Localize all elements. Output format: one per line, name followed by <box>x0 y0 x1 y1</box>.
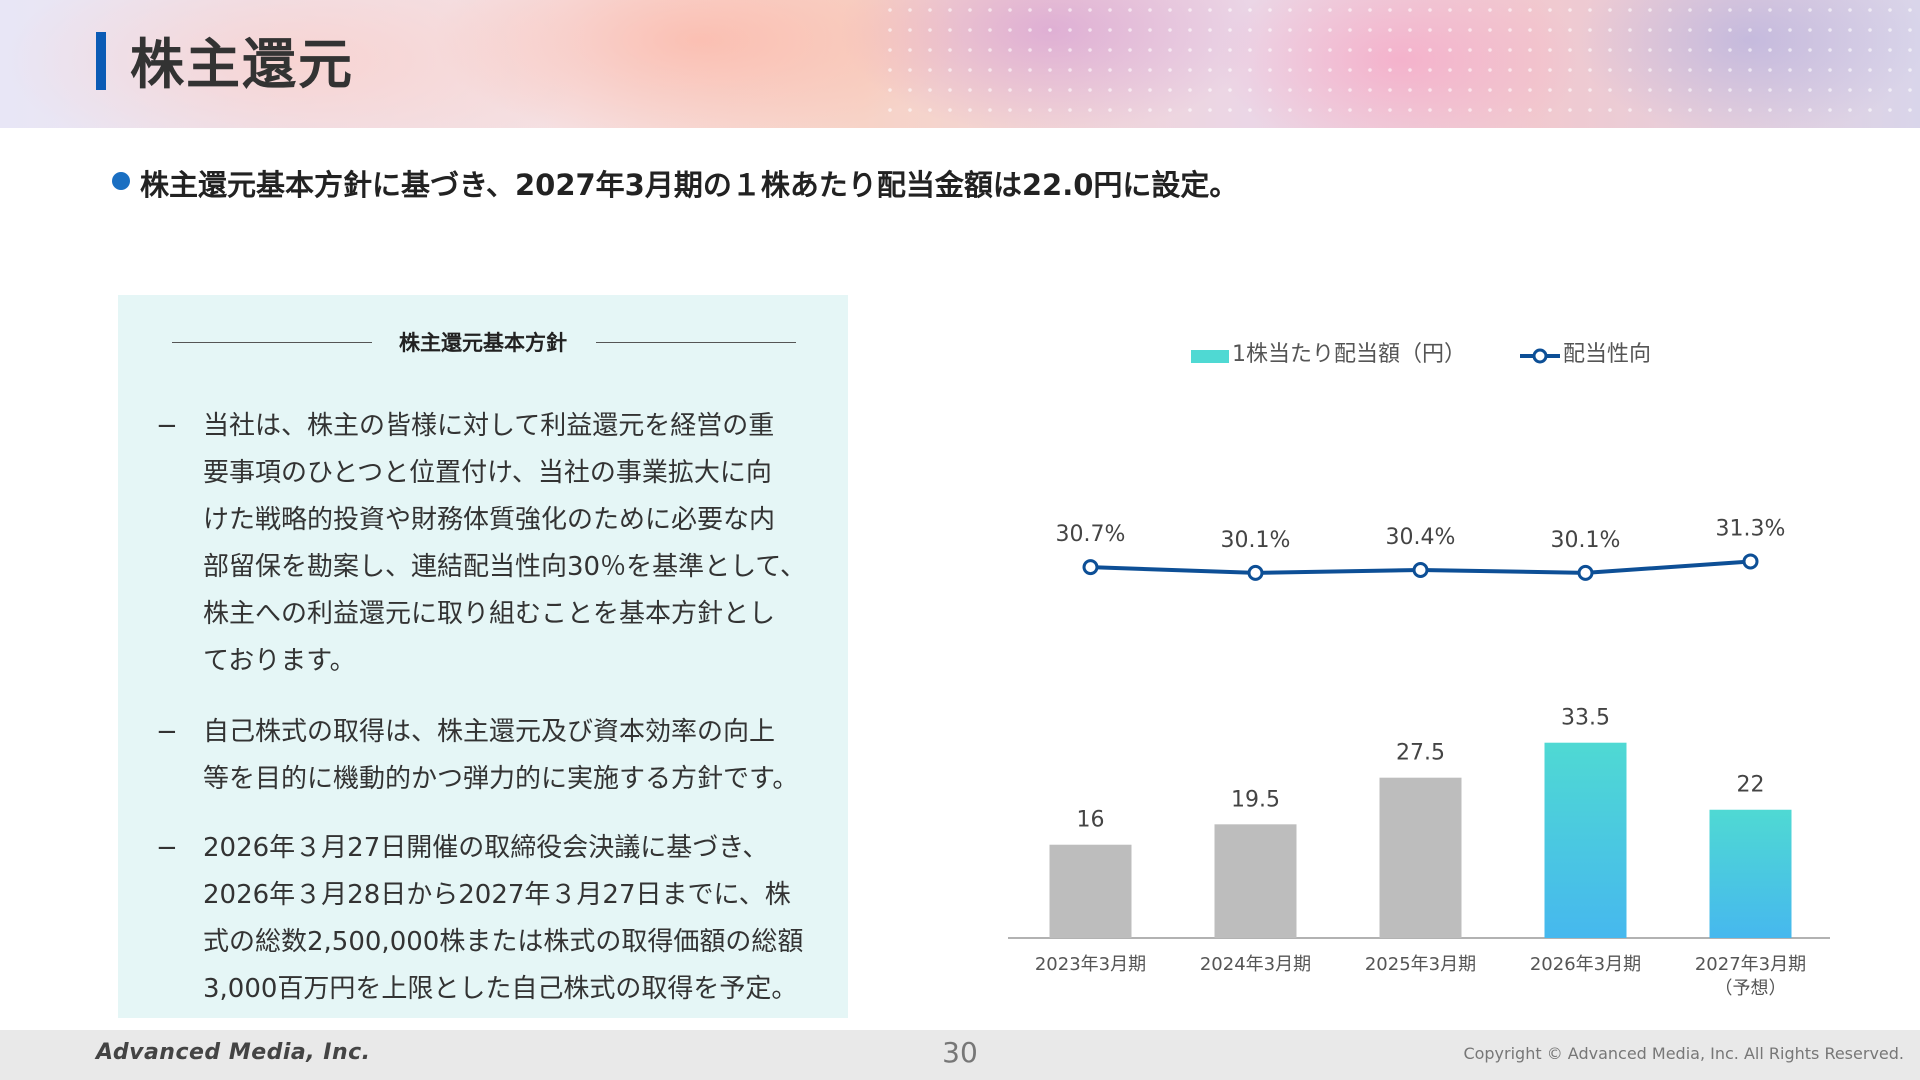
bar <box>1379 777 1462 938</box>
payout-marker <box>1577 564 1594 581</box>
policy-text-line: 要事項のひとつと位置付け、当社の事業拡大に向 <box>203 458 772 488</box>
legend-bar-swatch <box>1191 350 1229 363</box>
headline: 株主還元基本方針に基づき、2027年3月期の１株あたり配当金額は22.0円に設定… <box>140 168 1239 202</box>
bar-value-label: 27.5 <box>1396 741 1445 766</box>
title-accent-bar <box>96 32 106 90</box>
payout-marker <box>1742 553 1759 570</box>
payout-marker <box>1082 559 1099 576</box>
policy-item: − 2026年３月27日開催の取締役会決議に基づき、 2026年３月28日から2… <box>156 825 836 1013</box>
bar-value-label: 19.5 <box>1231 787 1280 812</box>
x-tick-label: 2027年3月期 <box>1695 954 1806 975</box>
bar <box>1544 742 1627 938</box>
payout-value-label: 31.3% <box>1716 516 1786 541</box>
payout-marker <box>1247 564 1264 581</box>
footer <box>0 1030 1920 1080</box>
dash-bullet: − <box>156 833 178 863</box>
bar-value-label: 33.5 <box>1561 706 1610 731</box>
policy-item: − 当社は、株主の皆様に対して利益還元を経営の重 要事項のひとつと位置付け、当社… <box>156 403 836 685</box>
policy-text-line: 自己株式の取得は、株主還元及び資本効率の向上 <box>203 717 776 747</box>
policy-text-line: 2026年３月28日から2027年３月27日までに、株 <box>203 880 791 910</box>
policy-text-line: 2026年３月27日開催の取締役会決議に基づき、 <box>203 833 769 863</box>
policy-box: 株主還元基本方針 − 当社は、株主の皆様に対して利益還元を経営の重 要事項のひと… <box>118 295 848 1018</box>
copyright: Copyright © Advanced Media, Inc. All Rig… <box>1463 1044 1904 1063</box>
payout-value-label: 30.4% <box>1386 525 1456 550</box>
page-title: 株主還元 <box>130 33 354 96</box>
payout-marker <box>1412 562 1429 578</box>
bar-value-label: 22 <box>1737 773 1765 798</box>
company-logo: Advanced Media, Inc. <box>96 1040 371 1065</box>
dash-bullet: − <box>156 411 178 441</box>
header-banner <box>0 0 1920 128</box>
x-tick-label: 2025年3月期 <box>1365 954 1476 975</box>
bar <box>1709 809 1792 938</box>
legend-line-marker <box>1532 348 1548 364</box>
policy-title: 株主還元基本方針 <box>399 331 567 355</box>
divider-line <box>172 342 372 343</box>
policy-item: − 自己株式の取得は、株主還元及び資本効率の向上 等を目的に機動的かつ弾力的に実… <box>156 709 836 803</box>
payout-value-label: 30.7% <box>1056 522 1126 547</box>
policy-text-line: ております。 <box>203 646 356 676</box>
dash-bullet: − <box>156 717 178 747</box>
x-tick-label: 2026年3月期 <box>1530 954 1641 975</box>
bar <box>1214 824 1297 938</box>
x-tick-label: 2024年3月期 <box>1200 954 1311 975</box>
policy-text-line: 等を目的に機動的かつ弾力的に実施する方針です。 <box>203 764 799 794</box>
dividend-chart: 1株当たり配当額（円） 配当性向 16 2023年3月期 19.5 2024年3月期 27.… <box>1008 342 1830 999</box>
policy-text-line: 式の総数2,500,000株または株式の取得価額の総額 <box>203 927 804 957</box>
x-tick-label: 2023年3月期 <box>1035 954 1146 975</box>
payout-value-label: 30.1% <box>1551 528 1621 553</box>
policy-text-line: 3,000百万円を上限とした自己株式の取得を予定。 <box>203 974 798 1004</box>
bar <box>1049 844 1132 938</box>
divider-line <box>596 342 796 343</box>
policy-text-line: 当社は、株主の皆様に対して利益還元を経営の重 <box>203 411 775 441</box>
bar-value-label: 16 <box>1077 808 1105 833</box>
headline-bullet-icon <box>112 172 130 190</box>
payout-value-label: 30.1% <box>1221 528 1291 553</box>
legend-label-dividend: 1株当たり配当額（円） <box>1232 342 1466 367</box>
policy-text-line: 株主への利益還元に取り組むことを基本方針とし <box>203 599 776 629</box>
x-tick-sublabel: （予想） <box>1715 978 1787 999</box>
page-number: 30 <box>942 1036 978 1069</box>
policy-text-line: 部留保を勘案し、連結配当性向30％を基準として、 <box>203 552 807 582</box>
dot-pattern <box>880 0 1920 128</box>
policy-text-line: けた戦略的投資や財務体質強化のために必要な内 <box>203 505 776 535</box>
legend-label-payout: 配当性向 <box>1563 342 1651 367</box>
